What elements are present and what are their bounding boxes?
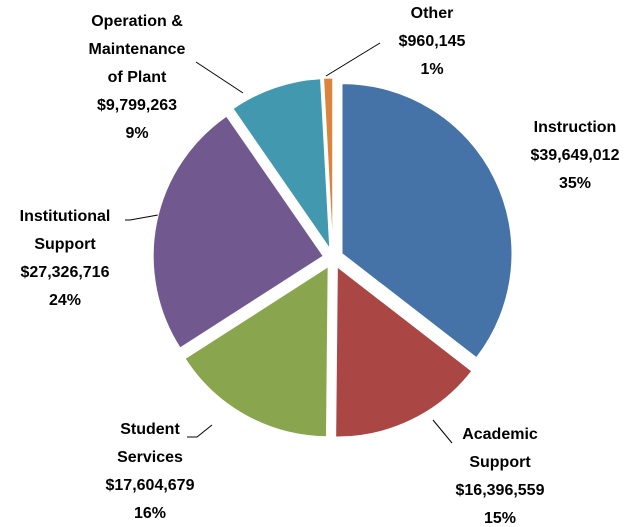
percent-label: 24%: [49, 292, 81, 309]
value-label: $9,799,263: [97, 97, 177, 114]
value-label: $16,396,559: [456, 482, 545, 499]
value-label: $17,604,679: [106, 477, 195, 494]
slice-label: Other: [411, 5, 454, 22]
pie-slice: [341, 83, 513, 359]
percent-label: 1%: [420, 61, 443, 78]
slice-label: Academic: [462, 426, 538, 443]
slice-label: Services: [117, 449, 183, 466]
slice-label: Operation &: [91, 13, 183, 30]
pie-slice: [323, 77, 334, 249]
slice-label: Instruction: [534, 119, 617, 136]
pie-slice: [152, 115, 324, 349]
percent-label: 15%: [484, 510, 516, 527]
leader-line: [432, 419, 453, 444]
slice-label: Maintenance: [89, 41, 186, 58]
pie-slice: [232, 78, 331, 251]
slice-label: Student: [120, 421, 180, 438]
value-label: $39,649,012: [531, 147, 620, 164]
value-label: $27,326,716: [21, 264, 110, 281]
percent-label: 16%: [134, 505, 166, 522]
percent-label: 9%: [125, 125, 148, 142]
leader-line: [187, 424, 213, 438]
pie-slice: [335, 265, 473, 438]
slice-label: of Plant: [108, 69, 167, 86]
leader-line: [325, 42, 381, 77]
leader-line: [125, 214, 159, 221]
percent-label: 35%: [559, 175, 591, 192]
leader-line: [195, 61, 244, 94]
slice-label: Support: [34, 236, 96, 253]
pie-slice: [184, 265, 329, 438]
slice-label: Support: [469, 454, 531, 471]
slice-label: Institutional: [20, 208, 111, 225]
value-label: $960,145: [399, 33, 466, 50]
